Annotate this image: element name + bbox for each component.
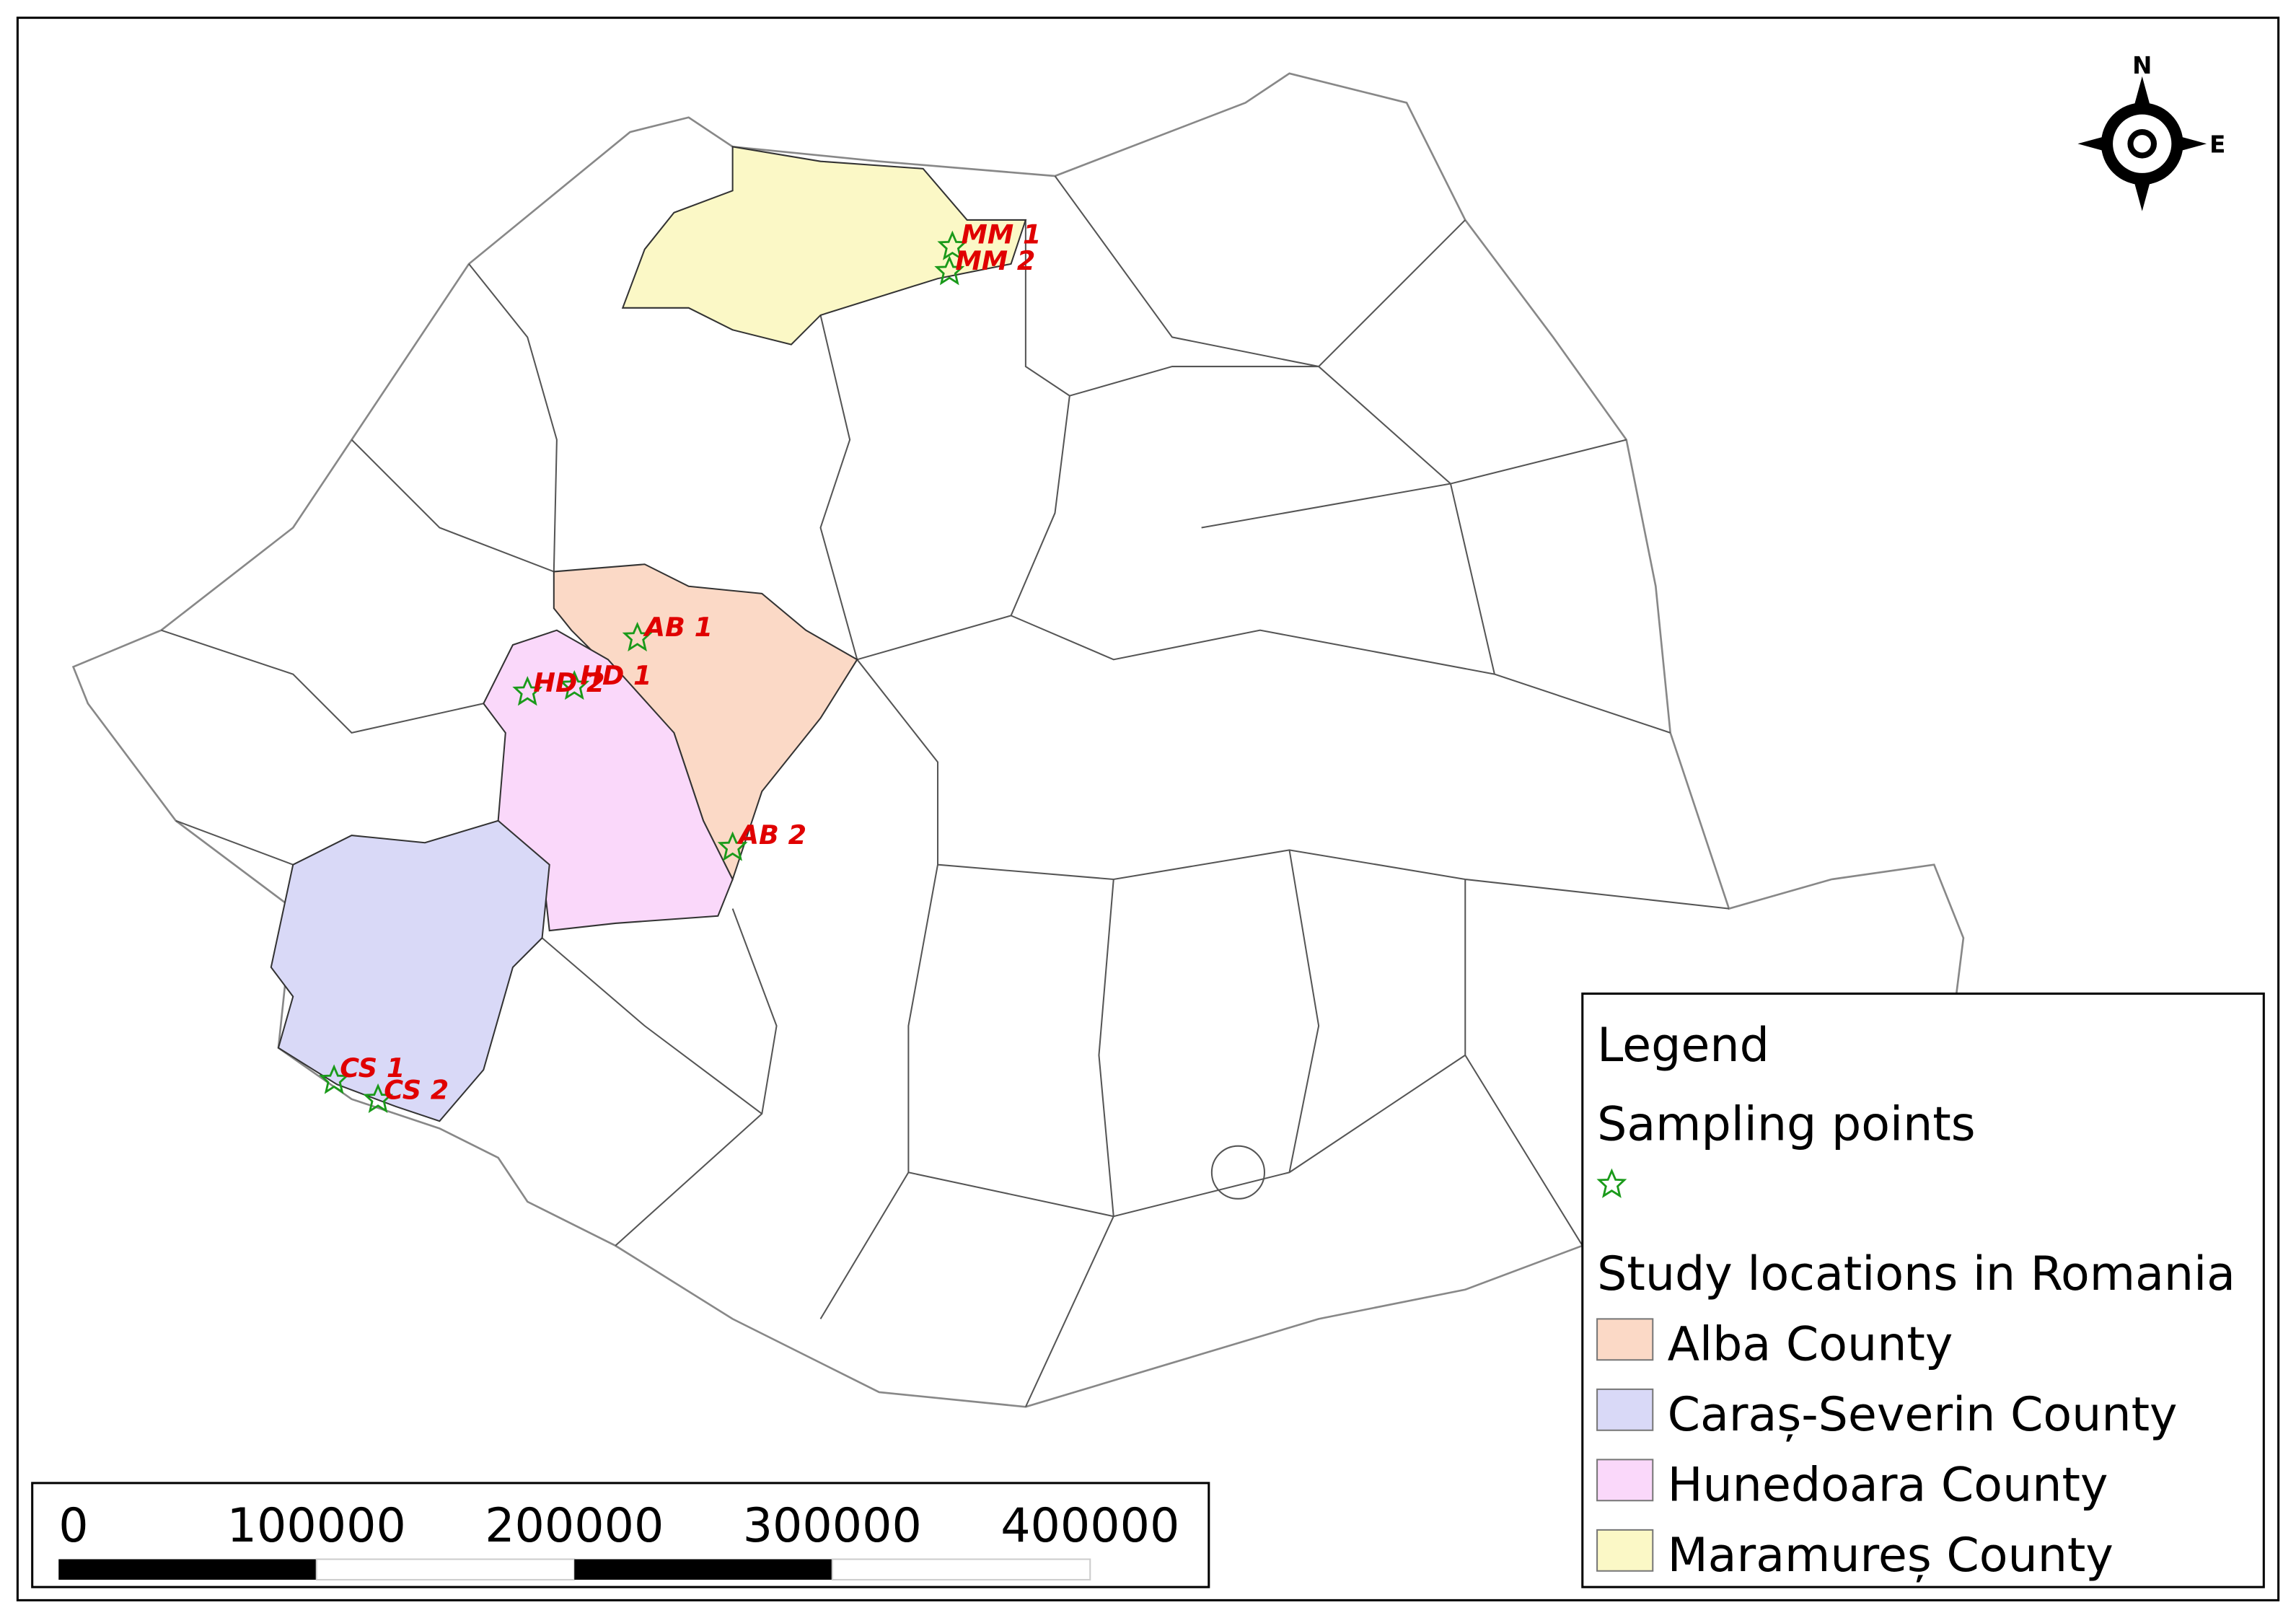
legend-section-title: Study locations in Romania bbox=[1597, 1247, 2235, 1301]
sampling-star bbox=[363, 1083, 394, 1114]
county-caras-severin bbox=[270, 819, 550, 1122]
sampling-star bbox=[622, 621, 653, 652]
scale-label: 0 bbox=[58, 1499, 88, 1553]
legend-item-label: Hunedoara County bbox=[1668, 1458, 2108, 1512]
county-borders bbox=[161, 175, 1730, 1407]
sampling-label: CS 1 bbox=[340, 1052, 405, 1083]
legend-star bbox=[1596, 1168, 1627, 1198]
scale-label: 400000 bbox=[1000, 1499, 1179, 1553]
compass-north: N bbox=[2132, 52, 2152, 79]
sampling-star bbox=[934, 255, 965, 286]
sampling-label: AB 1 bbox=[643, 612, 713, 643]
sampling-star bbox=[512, 676, 543, 706]
compass-east: E bbox=[2209, 131, 2225, 158]
sampling-label: AB 2 bbox=[736, 819, 806, 850]
legend-title: Legend bbox=[1597, 1019, 1769, 1073]
county-hunedoara bbox=[483, 629, 734, 932]
scale-label: 300000 bbox=[743, 1499, 922, 1553]
sampling-label: HD 1 bbox=[580, 660, 651, 691]
sampling-label: CS 2 bbox=[384, 1075, 449, 1106]
legend-swatch bbox=[1596, 1529, 1654, 1572]
sampling-label: HD 2 bbox=[533, 667, 604, 698]
sampling-label: MM 2 bbox=[955, 245, 1035, 276]
legend-swatch bbox=[1596, 1318, 1654, 1361]
legend-swatch bbox=[1596, 1388, 1654, 1431]
sampling-star bbox=[717, 831, 748, 861]
compass: N E bbox=[2077, 52, 2225, 211]
county-maramures bbox=[621, 146, 1027, 346]
sampling-label: MM 1 bbox=[962, 219, 1042, 250]
legend: Legend Sampling points Study locations i… bbox=[1581, 992, 2265, 1588]
scale-bar: 0 100000 200000 300000 400000 bbox=[31, 1482, 1210, 1588]
legend-item-label: Maramureș County bbox=[1668, 1529, 2114, 1583]
sampling-star bbox=[319, 1064, 350, 1094]
legend-item-label: Caraș-Severin County bbox=[1668, 1388, 2178, 1442]
sampling-star bbox=[937, 230, 968, 260]
sampling-points: MM 1MM 2 AB 1 HD 1HD 2 AB 2 CS 1CS 2 bbox=[319, 219, 1042, 1114]
scale-label: 100000 bbox=[227, 1499, 406, 1553]
scale-label: 200000 bbox=[485, 1499, 664, 1553]
legend-swatch bbox=[1596, 1459, 1654, 1502]
legend-section-title: Sampling points bbox=[1597, 1098, 1976, 1152]
sampling-star bbox=[559, 670, 590, 700]
legend-item-label: Alba County bbox=[1668, 1317, 1953, 1371]
